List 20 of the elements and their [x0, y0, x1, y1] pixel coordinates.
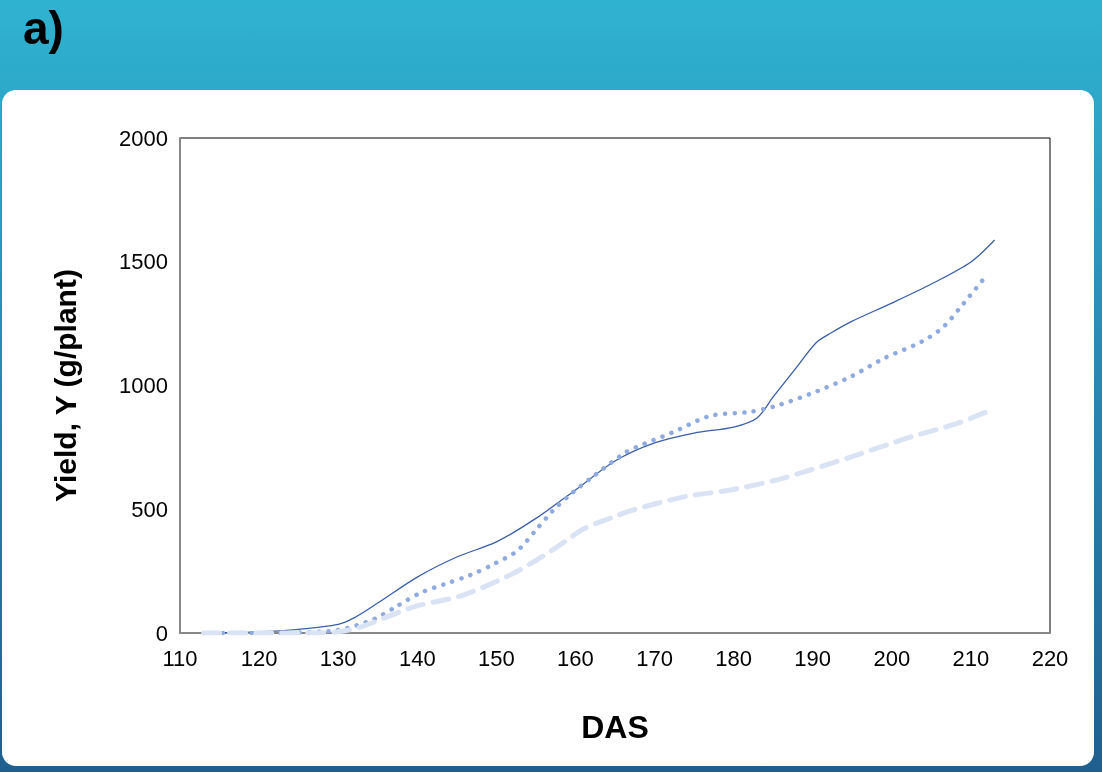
- y-tick-label: 500: [131, 496, 168, 522]
- y-tick-label: 0: [155, 620, 168, 646]
- x-tick-label: 150: [478, 645, 515, 671]
- x-tick-label: 190: [794, 645, 832, 671]
- x-tick-label: 210: [952, 645, 990, 671]
- x-tick-label: 130: [319, 645, 357, 671]
- x-tick-label: 120: [240, 645, 278, 671]
- y-tick-label: 1500: [119, 249, 168, 275]
- x-tick-label: 160: [557, 645, 594, 671]
- chart-title: a): [23, 2, 64, 54]
- y-tick-label: 2000: [119, 125, 168, 151]
- x-tick-label: 140: [398, 645, 436, 671]
- x-axis-title: DAS: [581, 709, 649, 745]
- x-tick-label: 180: [715, 645, 752, 671]
- y-axis-title: Yield, Y (g/plant): [48, 269, 82, 502]
- x-tick-label: 200: [873, 645, 911, 671]
- x-tick-label: 220: [1031, 645, 1069, 671]
- x-tick-label: 110: [162, 645, 198, 671]
- x-tick-label: 170: [636, 645, 673, 671]
- y-tick-label: 1000: [119, 373, 168, 398]
